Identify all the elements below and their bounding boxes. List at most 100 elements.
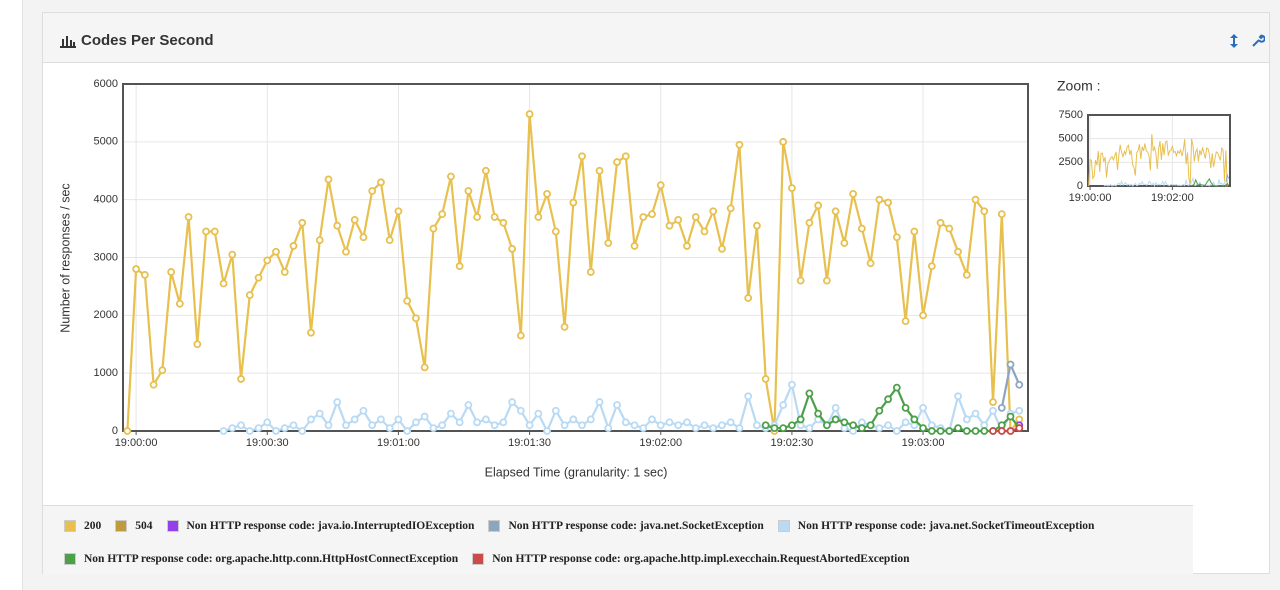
data-point bbox=[936, 218, 945, 227]
y-tick-label: 2000 bbox=[94, 309, 118, 321]
data-point bbox=[788, 421, 796, 430]
data-point bbox=[272, 247, 280, 256]
data-point bbox=[578, 421, 586, 430]
data-point bbox=[245, 427, 254, 435]
data-point bbox=[210, 227, 219, 236]
data-point bbox=[595, 166, 604, 175]
data-point bbox=[324, 421, 333, 430]
data-point bbox=[359, 233, 368, 242]
data-point bbox=[420, 363, 429, 372]
legend-label: Non HTTP response code: java.net.SocketT… bbox=[797, 520, 1095, 532]
data-point bbox=[595, 398, 604, 406]
data-point bbox=[831, 415, 840, 424]
legend-label: Non HTTP response code: java.io.Interrup… bbox=[186, 520, 475, 532]
legend-item[interactable]: 504 bbox=[115, 518, 153, 534]
data-point bbox=[788, 184, 796, 193]
data-point bbox=[237, 375, 245, 383]
data-point bbox=[753, 421, 761, 430]
data-point bbox=[892, 383, 901, 392]
data-point bbox=[481, 415, 490, 424]
data-point bbox=[464, 401, 473, 409]
x-tick-label: 19:02:00 bbox=[1151, 192, 1194, 204]
data-point bbox=[307, 328, 315, 337]
series-line bbox=[993, 427, 1020, 433]
legend-swatch bbox=[64, 553, 76, 565]
data-point bbox=[280, 424, 289, 433]
data-point bbox=[403, 427, 412, 435]
series-line bbox=[1088, 134, 1230, 188]
x-tick-label: 19:01:30 bbox=[508, 437, 551, 449]
data-point bbox=[280, 268, 289, 276]
legend-item[interactable]: 200 bbox=[64, 518, 101, 534]
legend-swatch bbox=[64, 520, 76, 532]
data-point bbox=[971, 427, 980, 435]
data-point bbox=[604, 424, 613, 433]
x-tick-label: 19:03:00 bbox=[902, 437, 945, 449]
data-point bbox=[307, 415, 315, 424]
legend-item[interactable]: Non HTTP response code: java.net.SocketT… bbox=[777, 518, 1095, 534]
data-point bbox=[805, 424, 814, 433]
legend: 200 504 Non HTTP response code: java.io.In… bbox=[43, 505, 1193, 575]
legend-swatch bbox=[488, 520, 501, 532]
data-point bbox=[674, 421, 683, 430]
data-point bbox=[315, 409, 324, 418]
x-tick-label: 19:02:00 bbox=[639, 437, 682, 449]
y-tick-label: 5000 bbox=[1059, 133, 1083, 145]
data-point bbox=[927, 262, 936, 271]
data-point bbox=[1006, 412, 1015, 421]
data-point bbox=[744, 294, 753, 302]
data-point bbox=[481, 166, 490, 175]
data-point bbox=[814, 409, 823, 418]
data-point bbox=[788, 380, 796, 389]
data-point bbox=[1015, 424, 1024, 433]
data-point bbox=[534, 409, 543, 418]
data-point bbox=[665, 221, 674, 230]
data-point bbox=[446, 172, 455, 181]
data-point bbox=[123, 427, 132, 435]
legend-swatch bbox=[166, 520, 179, 532]
data-point bbox=[569, 198, 578, 207]
data-point bbox=[412, 418, 420, 427]
legend-item[interactable]: Non HTTP response code: org.apache.http.… bbox=[64, 551, 458, 567]
data-point bbox=[997, 427, 1006, 435]
data-point bbox=[272, 427, 280, 435]
series-line bbox=[1224, 185, 1229, 187]
data-point bbox=[551, 406, 560, 415]
data-point bbox=[298, 427, 307, 435]
y-tick-label: 4000 bbox=[94, 194, 118, 206]
legend-label: Non HTTP response code: org.apache.http.… bbox=[492, 553, 910, 565]
data-point bbox=[359, 406, 368, 415]
data-point bbox=[219, 427, 228, 435]
legend-label: 504 bbox=[135, 520, 153, 532]
data-point bbox=[709, 207, 718, 216]
data-point bbox=[761, 421, 770, 430]
settings-button[interactable] bbox=[1251, 34, 1265, 48]
data-point bbox=[613, 401, 621, 409]
data-point bbox=[901, 418, 910, 427]
legend-item[interactable]: Non HTTP response code: java.net.SocketE… bbox=[488, 518, 764, 534]
resize-button[interactable] bbox=[1228, 33, 1240, 49]
data-point bbox=[656, 421, 665, 430]
data-point bbox=[412, 314, 420, 323]
data-point bbox=[761, 375, 770, 383]
data-point bbox=[735, 140, 744, 149]
overview-title: Zoom : bbox=[1057, 78, 1101, 94]
y-tick-label: 1000 bbox=[94, 367, 118, 379]
data-point bbox=[997, 403, 1006, 412]
data-point bbox=[840, 418, 849, 427]
y-tick-label: 5000 bbox=[94, 136, 118, 148]
data-point bbox=[578, 152, 586, 161]
legend-item[interactable]: Non HTTP response code: org.apache.http.… bbox=[472, 551, 910, 567]
data-point bbox=[945, 427, 954, 435]
data-point bbox=[377, 415, 385, 424]
data-point bbox=[796, 276, 805, 285]
data-point bbox=[849, 189, 858, 198]
data-point bbox=[971, 409, 980, 418]
data-point bbox=[875, 424, 884, 433]
legend-item[interactable]: Non HTTP response code: java.io.Interrup… bbox=[166, 518, 475, 534]
y-tick-label: 0 bbox=[112, 425, 118, 437]
data-point bbox=[814, 201, 823, 210]
data-point bbox=[315, 236, 324, 245]
data-point bbox=[263, 418, 272, 427]
data-point bbox=[857, 224, 866, 233]
